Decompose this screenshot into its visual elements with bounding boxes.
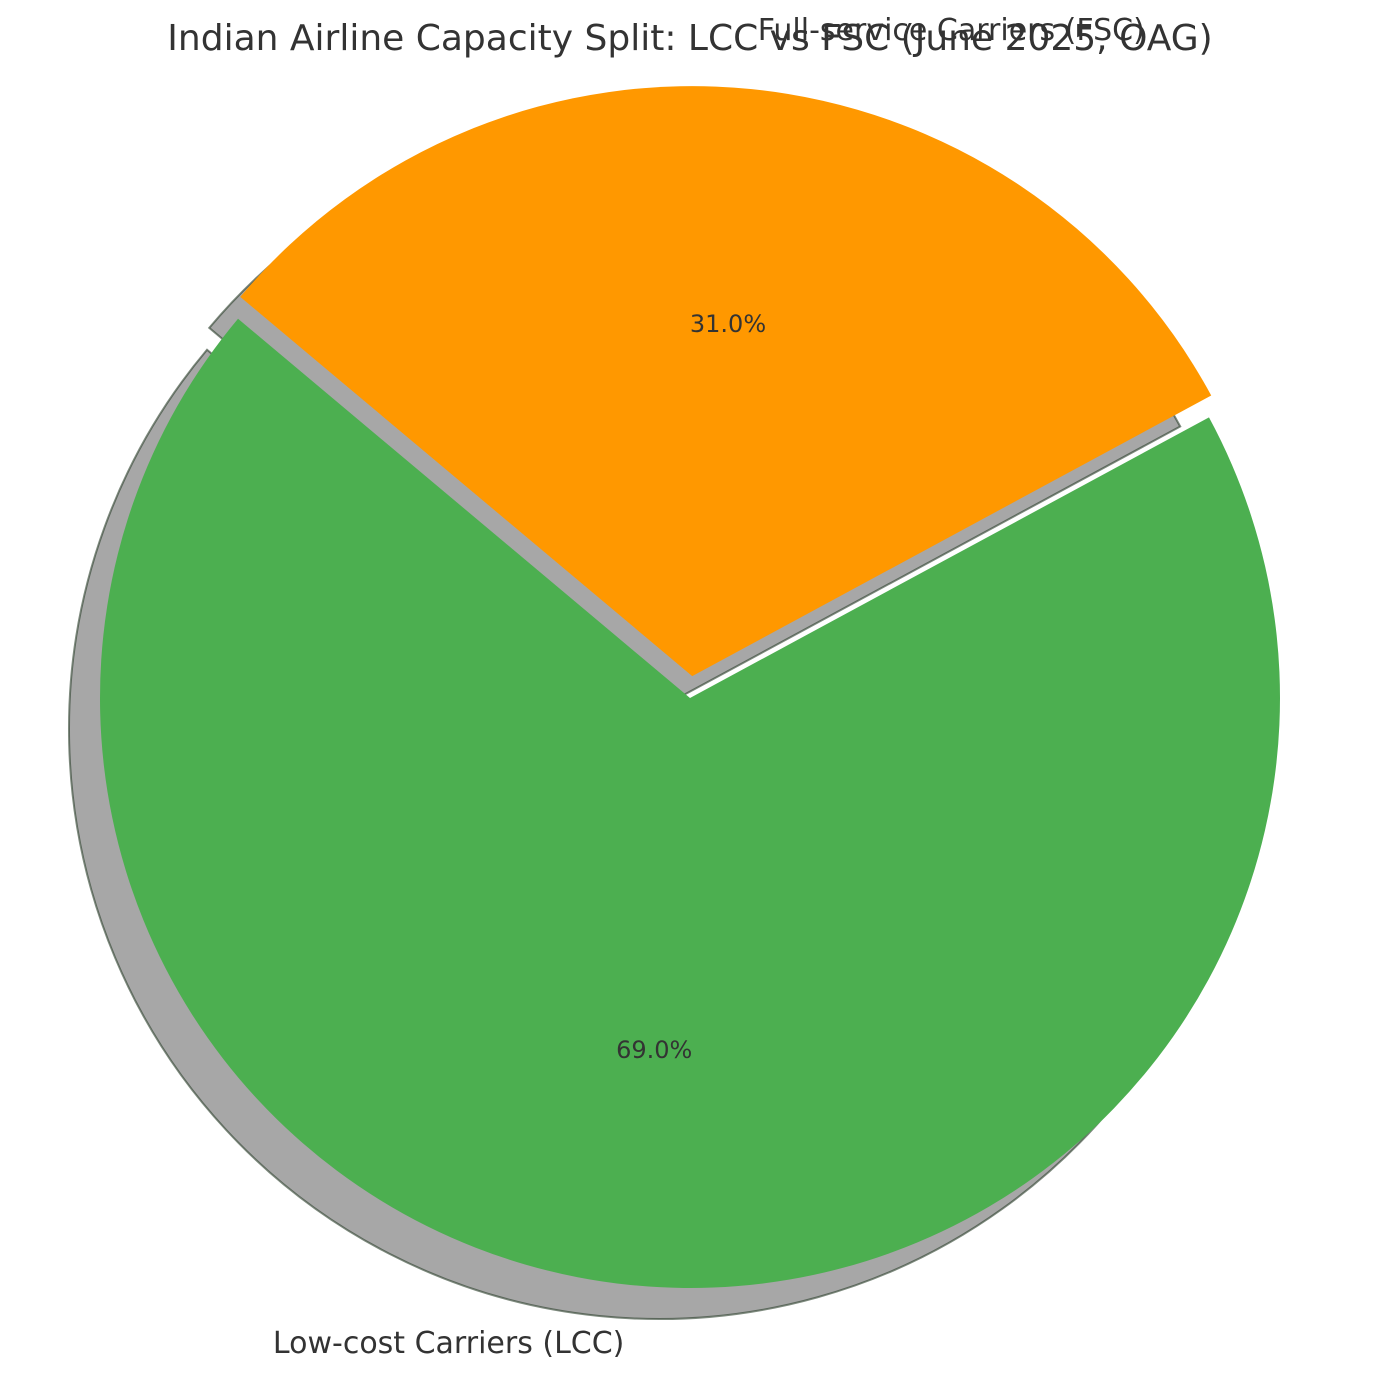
label-full-service-carriers-fsc: Full-service Carriers (FSC): [758, 13, 1145, 48]
pie-slices: [99, 86, 1280, 1289]
slice-full-service-carriers-fsc: [240, 86, 1212, 677]
pie-labels: Low-cost Carriers (LCC) 69.0% Full-service…: [273, 13, 1145, 1361]
slice-low-cost-carriers-lcc: [99, 318, 1280, 1289]
pct-low-cost-carriers-lcc: 69.0%: [616, 1036, 692, 1064]
chart-title: Indian Airline Capacity Split: LCC vs FS…: [167, 18, 1212, 59]
pct-full-service-carriers-fsc: 31.0%: [690, 310, 766, 338]
label-low-cost-carriers-lcc: Low-cost Carriers (LCC): [273, 1326, 624, 1361]
